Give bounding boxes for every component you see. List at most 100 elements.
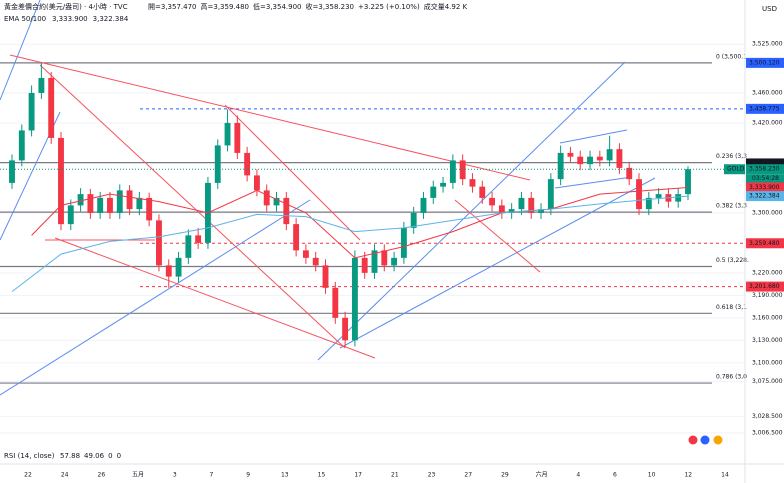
candle-body [489, 197, 495, 206]
candle-body [479, 186, 486, 198]
y-tick-label: 3,460.000 [752, 89, 783, 96]
x-tick-label: 10 [648, 472, 656, 479]
price-tag [746, 238, 784, 249]
x-tick-label: 12 [684, 472, 692, 479]
candle-body [283, 197, 290, 225]
y-tick-label: 3,525.000 [752, 41, 783, 48]
ohlc-label: 低=3,354.900 [253, 2, 302, 11]
trendline [0, 0, 41, 101]
x-tick-label: 21 [391, 472, 399, 479]
trendline [54, 237, 376, 359]
x-tick-label: 五月 [132, 472, 144, 479]
trendline [39, 64, 346, 349]
candle-body [508, 209, 515, 213]
candle-body [253, 175, 260, 191]
fib-label: 0 (3,500.1 [716, 53, 747, 60]
x-tick-label: 27 [464, 472, 472, 479]
rsi-value: 49.06 [84, 452, 105, 460]
trendline [454, 199, 541, 273]
y-tick-label: 3,028.500 [752, 413, 783, 420]
y-tick-label: 3,190.000 [752, 292, 783, 299]
price-tag [746, 281, 784, 292]
indicator-label: EMA 50/100 [4, 15, 46, 23]
candle-body [361, 257, 368, 273]
x-tick-label: 13 [281, 472, 289, 479]
grid-layer: 0 (3,500.1 0.236 (3,3 0.382 (3,3 0.5 (3,228… [0, 43, 749, 434]
y-tick-label: 3,160.000 [752, 314, 783, 321]
candle-body [9, 160, 15, 183]
candle-body [185, 235, 192, 258]
candle-body [263, 190, 270, 206]
price-tag [746, 158, 784, 169]
candle-body [58, 137, 64, 225]
candle-body [459, 160, 466, 180]
ema-legend-value: 3,333.900 [52, 15, 88, 23]
candle-body [381, 250, 388, 266]
candle-body [547, 179, 554, 210]
event-icon[interactable] [688, 435, 698, 445]
trendline [554, 176, 633, 189]
price-tag [746, 164, 784, 175]
header: 黃金差價合約(美元/盎司) · 4小時 · TVC USD EMA 50/100… [4, 2, 777, 460]
candle-body [655, 194, 662, 198]
price-tag-label: 3,365.970 [749, 160, 780, 167]
candle-body [293, 224, 300, 251]
fib-label: 0.618 (3,1 [716, 304, 747, 311]
event-icon[interactable] [713, 435, 723, 445]
ema-tag-label: 3,322.384 [749, 193, 780, 200]
candle-body [636, 179, 642, 210]
candle-body [616, 149, 623, 168]
fib-label: 0.786 (3,0 [716, 374, 747, 381]
y-tick-label: 3,006.500 [752, 429, 783, 436]
candle-body [136, 197, 143, 210]
countdown: 03:54:28 [752, 175, 779, 182]
x-tick-label: 29 [501, 472, 509, 479]
trendline [9, 54, 531, 181]
candle-body [156, 220, 162, 266]
price-tag-label: 3,438.775 [749, 105, 780, 112]
price-tag-label: 3,358.230 [749, 166, 780, 173]
candle-body [518, 197, 525, 210]
candle-body [528, 197, 535, 213]
rsi-value: 0 [108, 452, 112, 460]
candle-body [332, 287, 339, 318]
x-tick-label: 6 [613, 472, 617, 479]
candle-body [234, 122, 241, 153]
candle-body [567, 152, 574, 157]
symbol-tag [724, 164, 745, 175]
ema-line [31, 186, 689, 259]
x-tick-label: 22 [24, 472, 32, 479]
trendline [339, 177, 656, 349]
x-tick-label: 3 [173, 472, 177, 479]
candle-body [351, 257, 358, 341]
candle-body [18, 130, 25, 161]
countdown-box [746, 174, 784, 184]
candle-body [596, 156, 603, 161]
candle-body [420, 197, 427, 213]
rsi-value: 57.88 [60, 452, 80, 460]
candle-body [165, 265, 172, 277]
candle-body [430, 186, 437, 198]
candle-body [449, 160, 456, 183]
ema-tag [746, 182, 784, 193]
icons [688, 435, 723, 445]
candle-body [175, 257, 182, 277]
y-tick-label: 3,220.000 [752, 269, 783, 276]
x-tick-label: 26 [98, 472, 106, 479]
fib-label: 0.382 (3,3 [716, 203, 747, 210]
ohlc-label: 開=3,357.470 [148, 3, 197, 11]
y-tick-label: 3,300.000 [752, 209, 783, 216]
price-tag [746, 57, 784, 68]
x-tick-label: 14 [721, 472, 729, 479]
candle-body [28, 92, 35, 131]
symbol-tag-label: GOLD [727, 166, 745, 173]
candle-body [645, 197, 652, 210]
candle-body [400, 227, 407, 258]
price-tag-label: 3,201.680 [749, 283, 780, 290]
candle-body [498, 205, 505, 213]
trendline [559, 129, 628, 144]
x-tick-label: 23 [428, 472, 436, 479]
event-icon[interactable] [700, 435, 710, 445]
